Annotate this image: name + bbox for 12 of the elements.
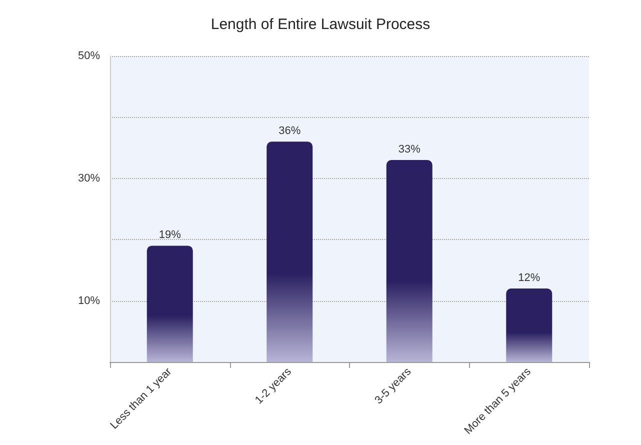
bar [266,142,313,362]
data-label: 36% [278,125,301,138]
y-tick-label: 50% [78,50,100,62]
chart-title: Length of Entire Lawsuit Process [210,16,430,33]
bar [146,246,193,362]
bar [506,288,552,362]
data-label: 33% [398,144,421,156]
y-tick-label: 30% [78,172,100,184]
y-tick-label: 10% [78,294,100,307]
data-label: 19% [158,229,182,242]
data-label: 12% [518,272,540,284]
bar [386,160,432,362]
